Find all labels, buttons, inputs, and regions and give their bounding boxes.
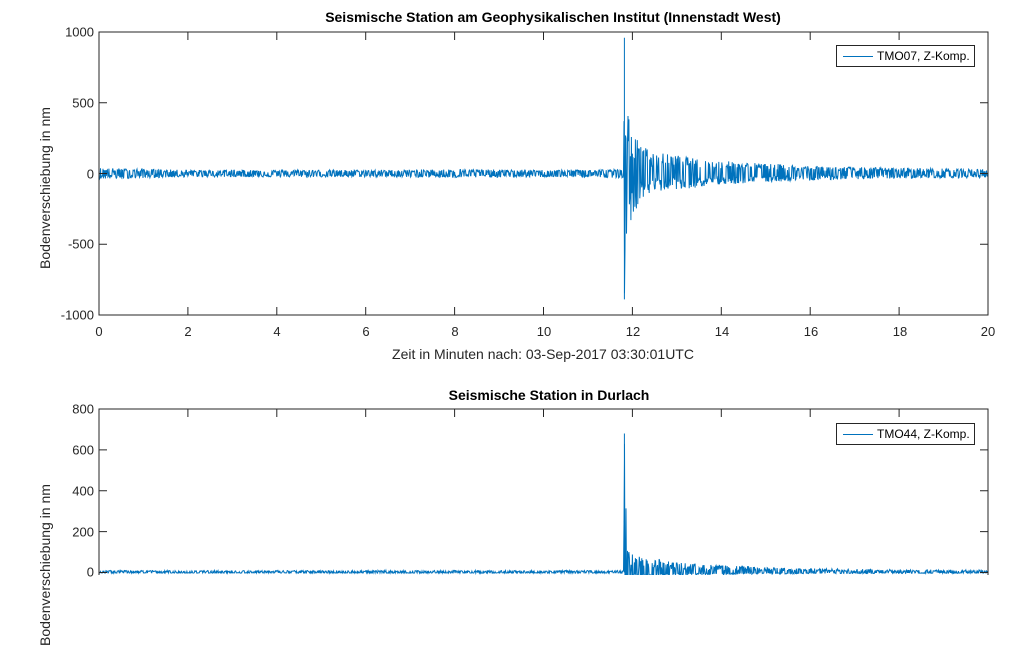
plot2-legend-label: TMO44, Z-Komp. — [877, 427, 970, 441]
plot2-ytick: 200 — [72, 524, 94, 540]
plot2-ytick: 800 — [72, 401, 94, 417]
plot1-xtick: 8 — [451, 324, 459, 339]
plot1-legend-label: TMO07, Z-Komp. — [877, 49, 970, 63]
plot2-ytick: 0 — [86, 564, 94, 580]
plot2-ytick: 600 — [72, 442, 94, 458]
plot1-ytick: 0 — [86, 166, 94, 182]
plot2-legend: TMO44, Z-Komp. — [836, 423, 975, 445]
plot2-axes — [98, 408, 989, 575]
plot1-ytick: -1000 — [60, 307, 94, 323]
plot1-xtick: 2 — [184, 324, 192, 339]
plot1-xtick: 0 — [95, 324, 103, 339]
plot1-legend: TMO07, Z-Komp. — [836, 45, 975, 67]
plot1-ytick: -500 — [67, 236, 94, 252]
plot1-xtick: 12 — [625, 324, 641, 339]
plot1-xtick: 18 — [892, 324, 908, 339]
plot1-xtick: 6 — [362, 324, 370, 339]
plot1-xtick: 20 — [980, 324, 996, 339]
plot1-xlabel: Zeit in Minuten nach: 03-Sep-2017 03:30:… — [392, 346, 694, 362]
plot2-title: Seismische Station in Durlach — [448, 387, 650, 403]
plot1-xtick: 16 — [803, 324, 819, 339]
plot1-xtick: 4 — [273, 324, 281, 339]
plot1-ytick: 500 — [72, 95, 94, 111]
legend-line-icon — [843, 433, 873, 435]
plot1-ytick: 1000 — [65, 24, 94, 40]
chart-canvas — [98, 31, 989, 575]
plot2-ytick: 400 — [72, 483, 94, 499]
plot1-title: Seismische Station am Geophysikalischen … — [325, 9, 781, 25]
plot1-axes — [98, 31, 989, 316]
plot1-xtick: 10 — [536, 324, 552, 339]
plot1-xtick: 14 — [714, 324, 730, 339]
figure: Seismische Station am Geophysikalischen … — [37, 9, 996, 646]
legend-line-icon — [843, 55, 873, 57]
